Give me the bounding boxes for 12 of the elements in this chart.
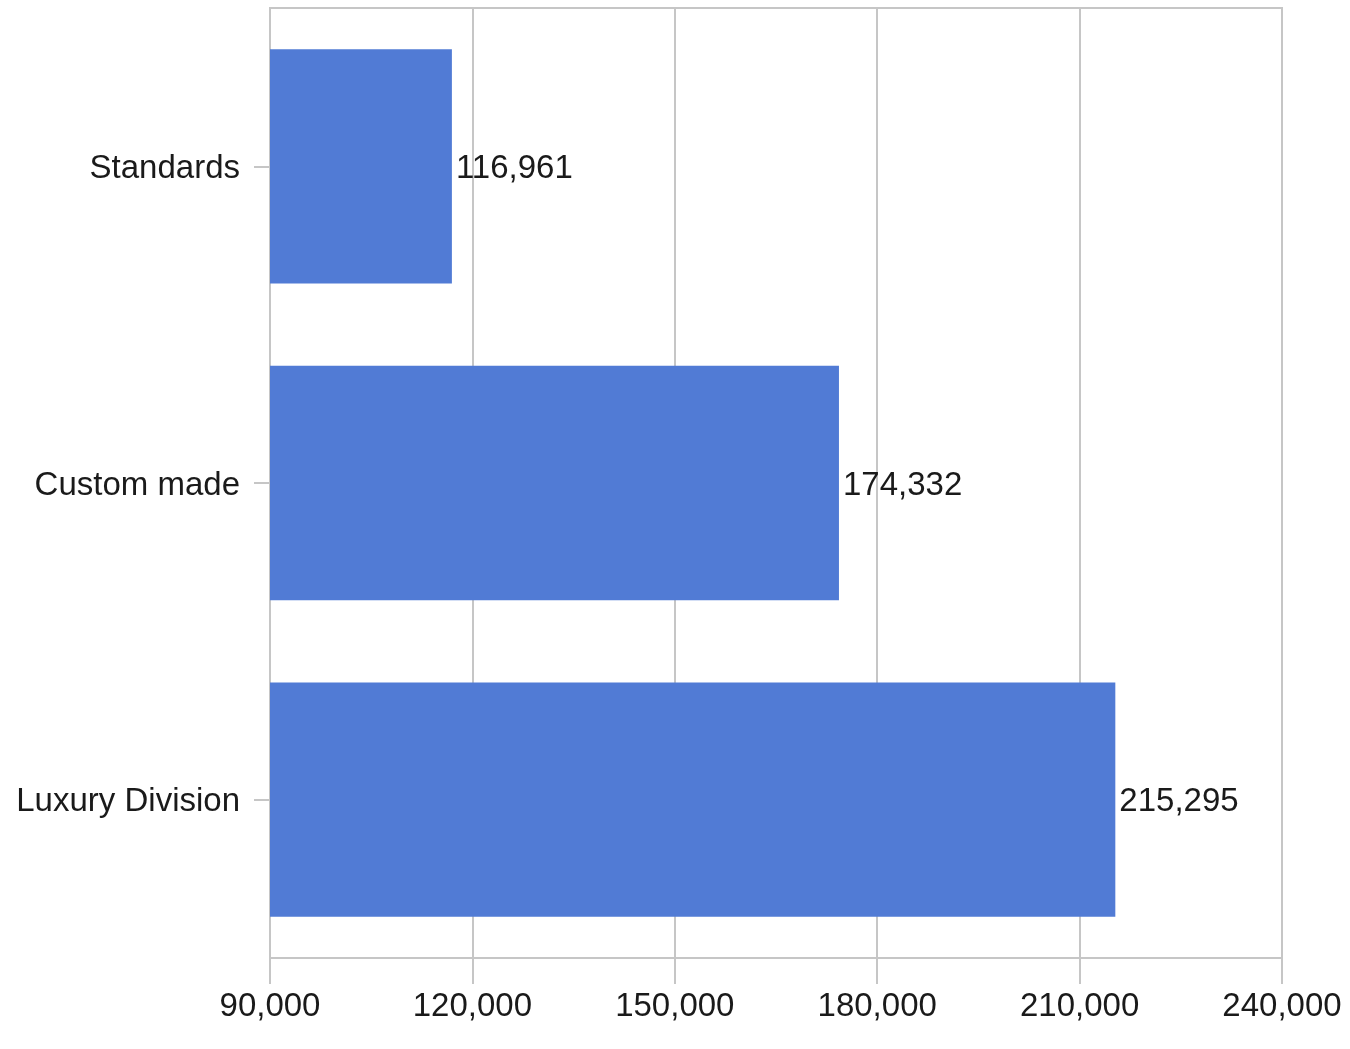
data-label: 215,295 — [1119, 781, 1239, 819]
data-label: 174,332 — [842, 464, 963, 502]
y-tick-label: Standards — [89, 147, 240, 185]
y-tick-label: Luxury Division — [16, 781, 240, 819]
x-tick-label: 150,000 — [615, 986, 735, 1023]
x-tick-label: 240,000 — [1222, 986, 1342, 1023]
data-label: 116,961 — [455, 147, 573, 185]
x-tick-label: 180,000 — [817, 986, 937, 1023]
x-tick-label: 90,000 — [219, 986, 321, 1023]
y-tick-label: Custom made — [34, 464, 240, 502]
x-tick-label: 120,000 — [412, 986, 533, 1023]
x-tick-label: 210,000 — [1019, 986, 1140, 1023]
